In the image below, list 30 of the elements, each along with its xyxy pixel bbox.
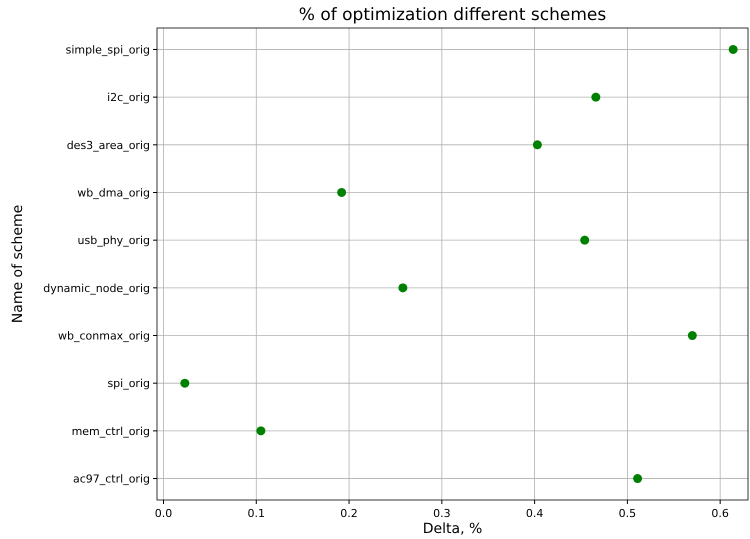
point (580, 236, 590, 245)
point (633, 474, 642, 484)
x-tick-label: 0.6 (711, 507, 729, 520)
y-tick-label: spi_orig (107, 377, 150, 390)
point (728, 44, 738, 54)
point (532, 140, 542, 150)
y-tick-label: i2c_orig (107, 91, 150, 104)
x-tick-label: 0.4 (526, 507, 544, 520)
y-tick-label: mem_ctrl_orig (72, 424, 150, 438)
y-tick-label: wb_conmax_orig (58, 330, 150, 343)
y-tick-label: des3_area_orig (66, 138, 150, 152)
y-tick-label: usb_phy_orig (78, 234, 150, 248)
y-axis-title: Name of scheme (10, 204, 26, 324)
y-tick-label: ac97_ctrl_orig (72, 472, 150, 486)
x-axis-title: Delta, % (422, 521, 482, 537)
y-tick-label: simple_spi_orig (66, 43, 150, 56)
x-tick-label: 0.3 (433, 507, 451, 520)
y-tick-label: dynamic_node_orig (43, 282, 150, 295)
point (180, 378, 190, 388)
x-tick-label: 0.2 (340, 507, 358, 520)
x-tick-label: 0.1 (248, 507, 266, 520)
x-tick-label: 0.5 (618, 507, 636, 520)
point (256, 426, 266, 436)
point (337, 188, 346, 197)
x-tick-label: 0.0 (154, 507, 172, 520)
point (591, 92, 600, 102)
point (398, 283, 408, 292)
chart-title: % of optimization different schemes (298, 5, 606, 25)
point (688, 331, 697, 340)
y-tick-label: wb_dma_orig (77, 186, 150, 200)
